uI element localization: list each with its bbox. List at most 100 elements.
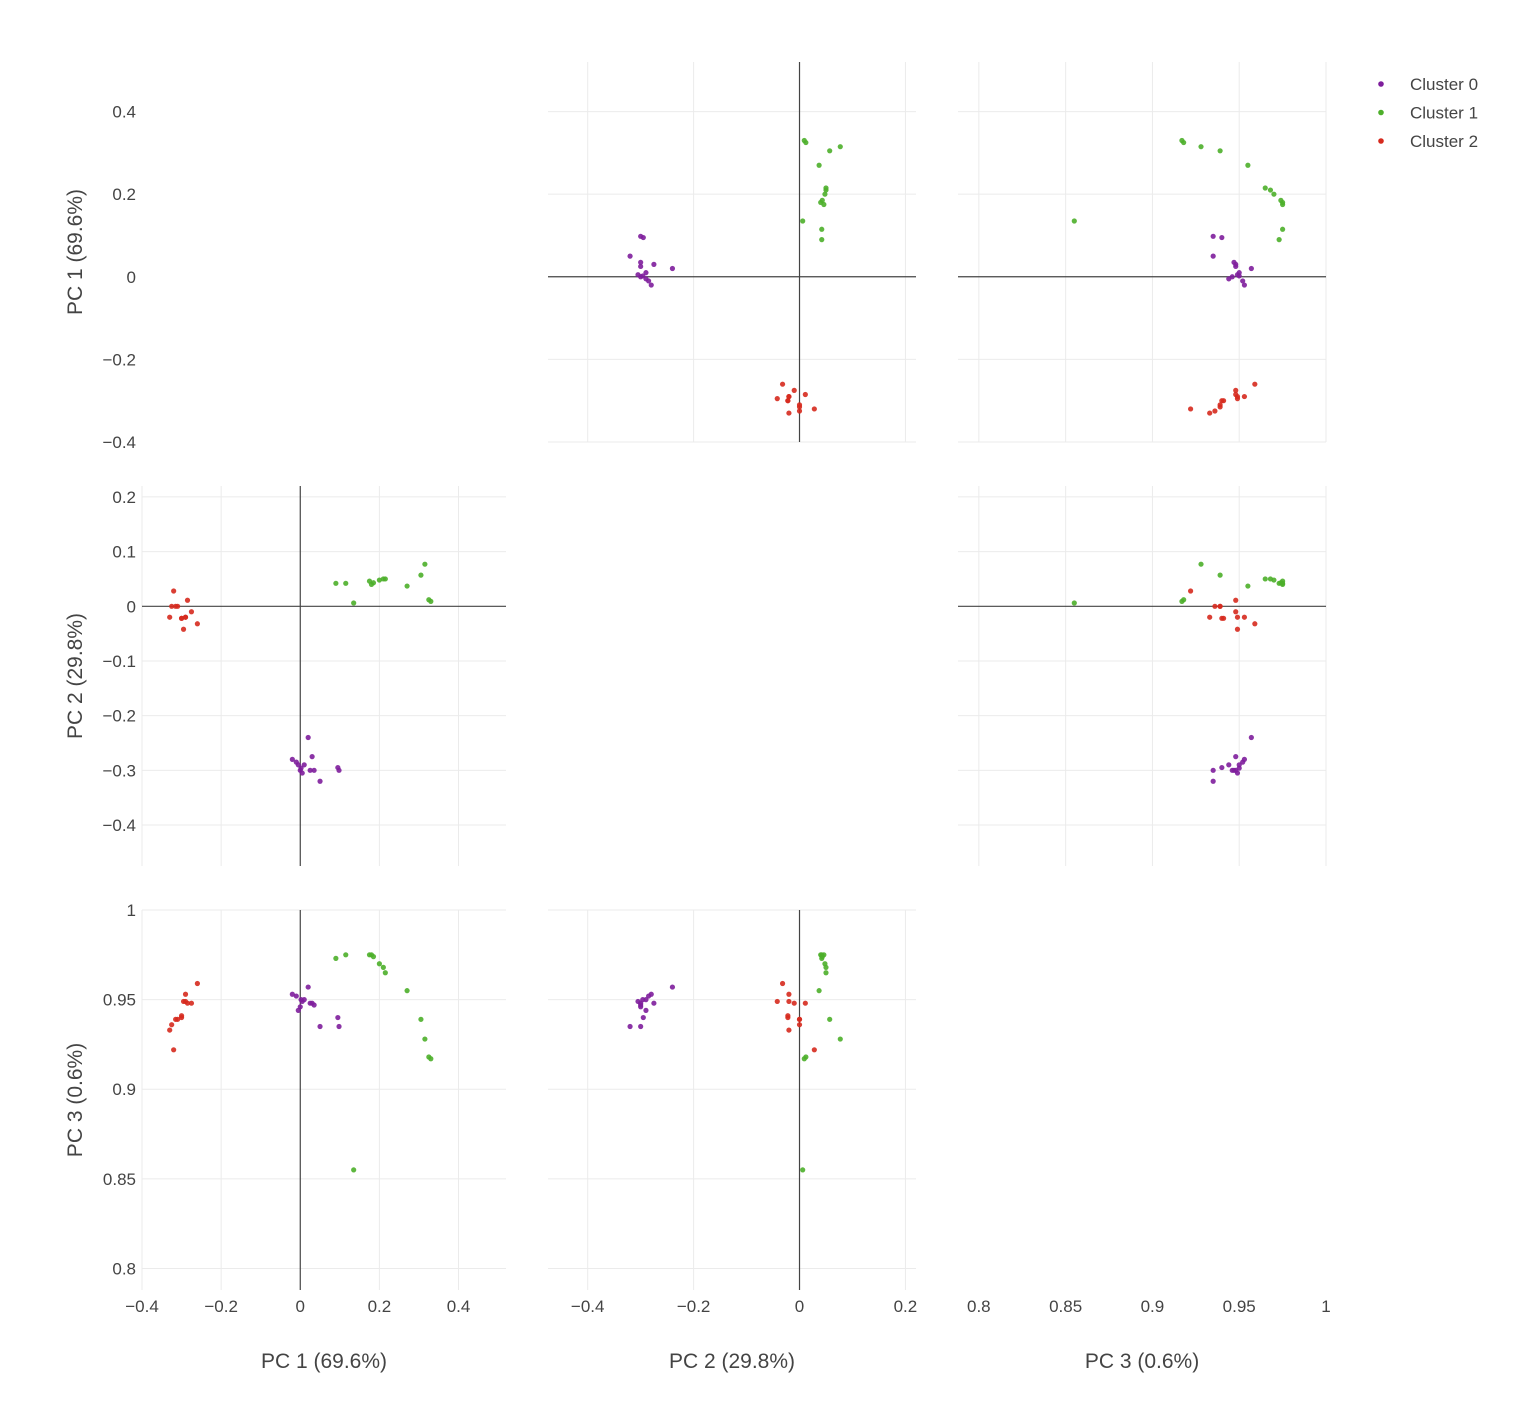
legend[interactable]: Cluster 0 Cluster 1 Cluster 2	[1378, 75, 1478, 151]
point-cluster-2[interactable]	[786, 393, 792, 400]
point-cluster-2[interactable]	[1212, 603, 1218, 609]
point-cluster-0[interactable]	[1219, 234, 1225, 241]
point-cluster-2[interactable]	[1217, 402, 1223, 408]
point-cluster-0[interactable]	[638, 263, 644, 270]
point-cluster-0[interactable]	[298, 997, 304, 1003]
point-cluster-2[interactable]	[1233, 387, 1239, 393]
point-cluster-2[interactable]	[811, 406, 817, 412]
point-cluster-1[interactable]	[382, 970, 388, 976]
point-cluster-1[interactable]	[823, 964, 829, 970]
point-cluster-2[interactable]	[182, 614, 189, 620]
point-cluster-0[interactable]	[1248, 265, 1254, 272]
point-cluster-1[interactable]	[1262, 185, 1268, 191]
point-cluster-0[interactable]	[336, 1023, 342, 1030]
point-cluster-0[interactable]	[309, 754, 315, 760]
point-cluster-1[interactable]	[827, 148, 833, 154]
point-cluster-0[interactable]	[1210, 767, 1216, 773]
point-cluster-2[interactable]	[785, 398, 791, 404]
point-cluster-2[interactable]	[169, 1022, 175, 1028]
point-cluster-1[interactable]	[1267, 576, 1274, 582]
point-cluster-2[interactable]	[796, 402, 803, 408]
point-cluster-0[interactable]	[298, 765, 304, 771]
point-cluster-0[interactable]	[1240, 278, 1246, 284]
point-cluster-2[interactable]	[188, 609, 195, 615]
point-cluster-2[interactable]	[188, 1000, 195, 1006]
point-cluster-1[interactable]	[428, 1056, 434, 1062]
point-cluster-2[interactable]	[182, 998, 189, 1005]
point-cluster-0[interactable]	[638, 259, 644, 265]
point-cluster-1[interactable]	[422, 1036, 428, 1042]
legend-item-cluster-1[interactable]: Cluster 1	[1378, 104, 1478, 123]
point-cluster-0[interactable]	[317, 778, 323, 784]
point-cluster-1[interactable]	[822, 191, 828, 197]
point-cluster-2[interactable]	[791, 1000, 797, 1006]
point-cluster-0[interactable]	[311, 1002, 317, 1008]
point-cluster-2[interactable]	[194, 621, 200, 627]
point-cluster-2[interactable]	[182, 991, 189, 997]
point-cluster-2[interactable]	[796, 1016, 803, 1022]
point-cluster-2[interactable]	[779, 381, 786, 387]
point-cluster-2[interactable]	[786, 1027, 792, 1033]
point-cluster-1[interactable]	[816, 988, 822, 994]
point-cluster-0[interactable]	[1210, 778, 1216, 784]
point-cluster-0[interactable]	[289, 756, 295, 762]
point-cluster-2[interactable]	[178, 615, 185, 621]
point-cluster-1[interactable]	[376, 961, 382, 967]
point-cluster-1[interactable]	[1278, 197, 1284, 203]
point-cluster-0[interactable]	[635, 272, 641, 278]
point-cluster-0[interactable]	[1231, 259, 1237, 265]
point-cluster-2[interactable]	[1241, 614, 1248, 620]
point-cluster-2[interactable]	[1234, 626, 1241, 632]
point-cluster-0[interactable]	[305, 734, 311, 741]
point-cluster-0[interactable]	[1236, 273, 1242, 279]
point-cluster-2[interactable]	[167, 614, 173, 620]
point-cluster-1[interactable]	[333, 580, 339, 586]
point-cluster-1[interactable]	[351, 1167, 357, 1173]
point-cluster-0[interactable]	[640, 273, 646, 279]
point-cluster-0[interactable]	[643, 1007, 649, 1013]
point-cluster-2[interactable]	[1219, 398, 1225, 404]
point-cluster-0[interactable]	[643, 270, 649, 276]
point-cluster-2[interactable]	[786, 991, 792, 997]
point-cluster-1[interactable]	[819, 197, 825, 203]
point-cluster-2[interactable]	[1219, 615, 1225, 621]
point-cluster-2[interactable]	[774, 396, 780, 402]
point-cluster-1[interactable]	[404, 988, 410, 994]
point-cluster-2[interactable]	[1252, 381, 1258, 387]
point-cluster-2[interactable]	[1241, 393, 1248, 400]
point-cluster-2[interactable]	[779, 980, 786, 987]
point-cluster-1[interactable]	[1198, 144, 1204, 150]
point-cluster-2[interactable]	[178, 1014, 185, 1021]
point-cluster-0[interactable]	[301, 762, 307, 768]
point-cluster-2[interactable]	[175, 1016, 181, 1022]
point-cluster-1[interactable]	[1262, 576, 1268, 582]
point-cluster-2[interactable]	[171, 588, 177, 594]
point-cluster-2[interactable]	[796, 408, 803, 414]
point-cluster-0[interactable]	[336, 767, 342, 773]
legend-item-cluster-2[interactable]: Cluster 2	[1378, 132, 1478, 151]
point-cluster-2[interactable]	[802, 1000, 808, 1006]
point-cluster-2[interactable]	[1234, 393, 1241, 400]
point-cluster-1[interactable]	[1280, 226, 1286, 232]
point-cluster-1[interactable]	[1245, 583, 1251, 589]
point-cluster-0[interactable]	[648, 282, 654, 288]
point-cluster-1[interactable]	[370, 580, 377, 586]
point-cluster-1[interactable]	[418, 572, 424, 578]
point-cluster-2[interactable]	[1207, 410, 1213, 416]
point-cluster-0[interactable]	[638, 1000, 644, 1006]
point-cluster-1[interactable]	[370, 954, 377, 960]
point-cluster-1[interactable]	[343, 952, 349, 958]
point-cluster-0[interactable]	[1226, 762, 1232, 768]
point-cluster-1[interactable]	[823, 970, 829, 976]
point-cluster-1[interactable]	[823, 187, 829, 193]
point-cluster-0[interactable]	[646, 993, 652, 999]
point-cluster-2[interactable]	[1188, 406, 1194, 412]
point-cluster-2[interactable]	[171, 1047, 177, 1053]
point-cluster-1[interactable]	[1276, 237, 1282, 243]
point-cluster-0[interactable]	[307, 767, 313, 773]
point-cluster-2[interactable]	[1188, 588, 1194, 594]
point-cluster-2[interactable]	[1207, 614, 1213, 620]
point-cluster-2[interactable]	[169, 603, 175, 609]
point-cluster-1[interactable]	[380, 964, 386, 970]
point-cluster-1[interactable]	[380, 576, 386, 582]
